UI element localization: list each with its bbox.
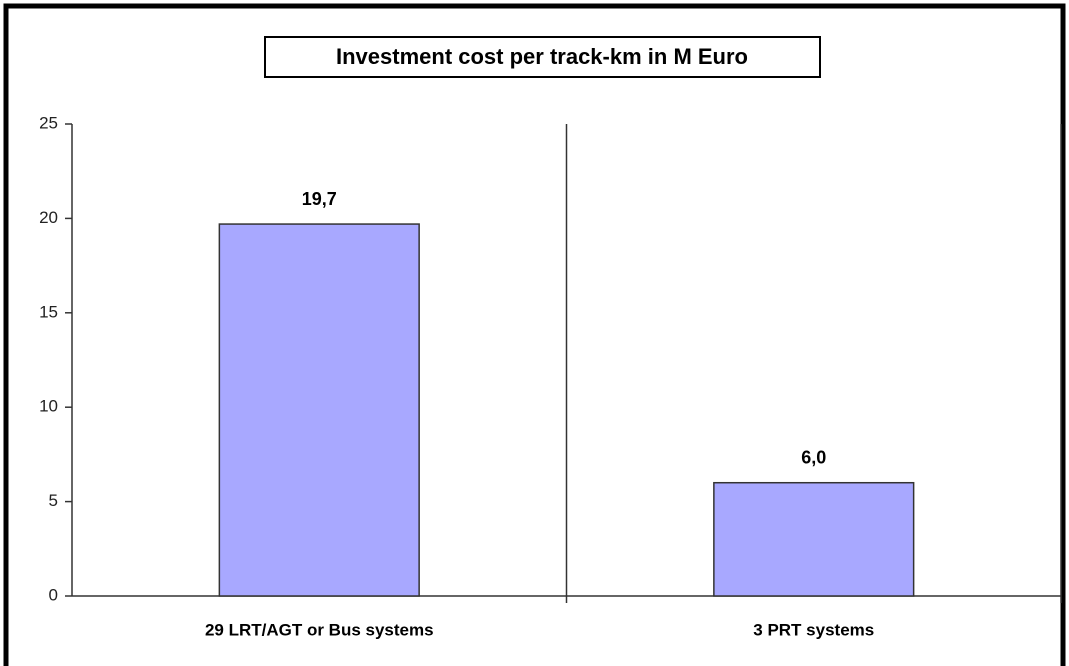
y-tick-label: 20 [39,208,58,227]
y-tick-label: 25 [39,113,58,132]
value-label: 6,0 [801,447,826,467]
x-tick-label: 29 LRT/AGT or Bus systems [205,620,434,639]
x-tick-label: 3 PRT systems [753,620,874,639]
bar [218,223,420,597]
chart-title: Investment cost per track-km in M Euro [336,44,748,69]
value-label: 19,7 [302,189,337,209]
y-tick-label: 5 [49,491,58,510]
y-tick-label: 10 [39,397,58,416]
y-tick-label: 15 [39,302,58,321]
y-tick-label: 0 [49,585,58,604]
bar [713,481,915,597]
frame [3,3,1066,666]
title-box [264,36,821,78]
